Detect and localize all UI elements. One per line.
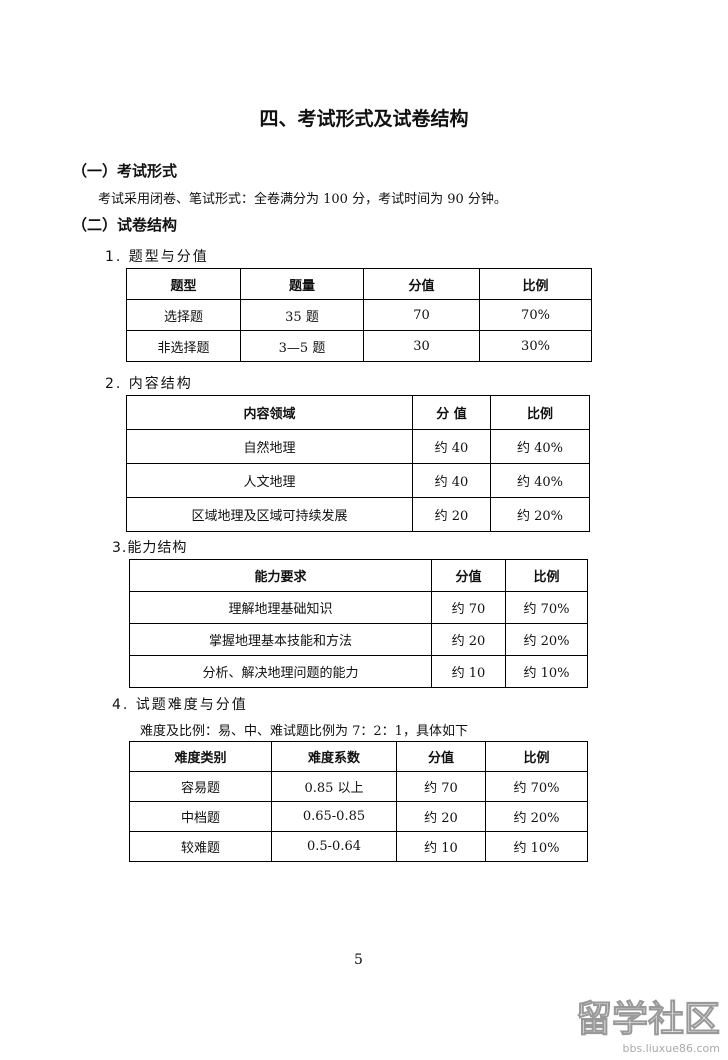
header-cell: 比例 (485, 741, 588, 772)
table-row: 中档题 0.65-0.85 约 20 约 20% (129, 801, 588, 832)
cell: 35 题 (240, 299, 364, 331)
table-row: 分析、解决地理问题的能力约 10 约 10% (129, 655, 588, 688)
table1-heading: 1. 题型与分值 (105, 249, 209, 265)
table3-heading: 3.能力结构 (112, 540, 188, 556)
page-title: 四、考试形式及试卷结构 (259, 108, 469, 130)
cell: 中档题 (129, 801, 272, 832)
difficulty-table: 难度类别 难度系数 分值 比例 容易题 0.85 以上约 70 约 70% 中档题 0.65… (129, 741, 588, 862)
question-type-table: 题型 题量 分值 比例 选择题 35 题 70 70% 非选择题 3—5 题 30 30% (126, 268, 592, 362)
cell: 区域地理及区域可持续发展 (126, 497, 413, 532)
cell: 约 20 (431, 623, 506, 656)
header-cell: 内容领域 (126, 395, 413, 430)
table-row: 区域地理及区域可持续发展约 20 约 20% (126, 497, 590, 532)
ability-structure-table: 能力要求 分值 比例 理解地理基础知识约 70 约 70% 掌握地理基本技能和方法约 … (129, 559, 588, 688)
header-cell: 题量 (240, 268, 364, 300)
header-cell: 比例 (505, 559, 588, 592)
section-heading-exam-form: （一）考试形式 (72, 162, 178, 180)
table-row: 人文地理约 40 约 40% (126, 463, 590, 498)
cell: 约 20 (396, 801, 486, 832)
cell: 选择题 (126, 299, 241, 331)
cell: 约 40 (412, 463, 491, 498)
watermark-logo: 留学社区 bbs.liuxue86.com (575, 990, 720, 1056)
cell: 掌握地理基本技能和方法 (129, 623, 432, 656)
cell: 3—5 题 (240, 330, 364, 362)
table-row: 非选择题 3—5 题 30 30% (126, 330, 592, 362)
cell: 0.85 以上 (271, 771, 397, 802)
watermark-url: bbs.liuxue86.com (622, 1042, 720, 1055)
cell: 约 20 (412, 497, 491, 532)
exam-form-text: 考试采用闭卷、笔试形式：全卷满分为 100 分，考试时间为 90 分钟。 (98, 192, 507, 207)
header-cell: 分 值 (412, 395, 491, 430)
cell: 约 10% (485, 831, 588, 862)
cell: 约 20% (485, 801, 588, 832)
cell: 分析、解决地理问题的能力 (129, 655, 432, 688)
cell: 约 70% (505, 591, 588, 624)
cell: 约 10 (396, 831, 486, 862)
cell: 约 10% (505, 655, 588, 688)
page-number: 5 (354, 952, 363, 968)
cell: 70% (479, 299, 592, 331)
difficulty-note: 难度及比例：易、中、难试题比例为 7：2：1，具体如下 (140, 724, 468, 739)
cell: 约 20% (505, 623, 588, 656)
content-structure-table: 内容领域分 值比例 自然地理约 40 约 40% 人文地理约 40 约 40% 区域… (126, 395, 590, 532)
table-row: 理解地理基础知识约 70 约 70% (129, 591, 588, 624)
cell: 容易题 (129, 771, 272, 802)
table-row: 自然地理约 40 约 40% (126, 429, 590, 464)
cell: 较难题 (129, 831, 272, 862)
cell: 约 40 (412, 429, 491, 464)
cell: 自然地理 (126, 429, 413, 464)
header-cell: 难度系数 (271, 741, 397, 772)
header-cell: 能力要求 (129, 559, 432, 592)
table-row: 容易题 0.85 以上约 70 约 70% (129, 771, 588, 802)
cell: 非选择题 (126, 330, 241, 362)
cell: 70 (363, 299, 480, 331)
table2-heading: 2. 内容结构 (105, 376, 193, 392)
header-cell: 比例 (479, 268, 592, 300)
cell: 0.5-0.64 (271, 831, 397, 862)
header-cell: 比例 (490, 395, 590, 430)
cell: 约 70% (485, 771, 588, 802)
cell: 约 40% (490, 429, 590, 464)
cell: 人文地理 (126, 463, 413, 498)
cell: 约 40% (490, 463, 590, 498)
section-heading-paper-structure: （二）试卷结构 (72, 216, 178, 234)
cell: 约 70 (431, 591, 506, 624)
header-cell: 分值 (431, 559, 506, 592)
cell: 30% (479, 330, 592, 362)
watermark-text: 留学社区 (575, 999, 720, 1041)
header-cell: 难度类别 (129, 741, 272, 772)
header-cell: 分值 (363, 268, 480, 300)
cell: 0.65-0.85 (271, 801, 397, 832)
cell: 约 70 (396, 771, 486, 802)
cell: 约 10 (431, 655, 506, 688)
table-row: 掌握地理基本技能和方法约 20 约 20% (129, 623, 588, 656)
cell: 约 20% (490, 497, 590, 532)
cell: 理解地理基础知识 (129, 591, 432, 624)
cell: 30 (363, 330, 480, 362)
table4-heading: 4. 试题难度与分值 (112, 697, 248, 713)
table-row: 选择题 35 题 70 70% (126, 299, 592, 331)
header-cell: 题型 (126, 268, 241, 300)
header-cell: 分值 (396, 741, 486, 772)
table-row: 较难题 0.5-0.64 约 10 约 10% (129, 831, 588, 862)
